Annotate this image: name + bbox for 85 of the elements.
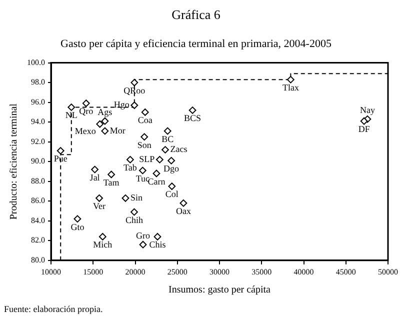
y-tick-label: 88.0 [31, 176, 45, 186]
annotation: Qro [79, 106, 94, 116]
y-axis-title: Producto: eficiencia terminal [8, 103, 20, 220]
annotation: SLP [139, 154, 155, 164]
annotation: Nay [360, 104, 376, 115]
point [180, 199, 188, 207]
y-tick-label: 100.0 [27, 58, 45, 67]
point [138, 166, 146, 174]
chart-title: Gráfica 6 [172, 7, 221, 22]
annotation: Ags [98, 106, 113, 117]
source-note: Fuente: elaboración propia. [4, 304, 103, 314]
annotation: Pue [54, 154, 68, 164]
point [168, 182, 176, 190]
point [360, 117, 368, 125]
point [168, 156, 176, 164]
y-tick-label: 86.0 [31, 196, 45, 206]
annotation: Tab [124, 162, 138, 172]
x-tick-label: 15000 [83, 267, 104, 276]
y-tick-label: 92.0 [31, 136, 45, 146]
point [164, 127, 172, 135]
point [130, 102, 138, 109]
point [130, 208, 138, 216]
annotation: BC [162, 134, 174, 144]
annotation: Tlax [282, 82, 300, 92]
point [162, 146, 169, 154]
annotation: Sin [130, 192, 143, 203]
x-axis-title: Insumos: gasto per cápita [168, 284, 272, 296]
point [140, 133, 148, 141]
annotation: Gto [70, 222, 85, 232]
annotation: BCS [184, 113, 202, 124]
x-tick-label: 40000 [294, 267, 314, 276]
x-tick-label: 20000 [125, 267, 146, 276]
annotation: Mor [110, 125, 126, 136]
point [96, 194, 103, 202]
point [68, 104, 76, 111]
annotation: Mexo [74, 126, 96, 136]
point [82, 100, 90, 108]
point [156, 156, 164, 164]
annotation: NL [65, 110, 78, 120]
annotation: Coa [138, 115, 152, 126]
y-tick-label: 96.0 [31, 97, 45, 106]
annotation: Son [137, 140, 152, 150]
y-tick-label: 94.0 [31, 117, 45, 126]
annotation: DF [358, 124, 370, 134]
point [139, 240, 147, 248]
annotation: Col [165, 189, 179, 200]
point [286, 76, 294, 84]
annotation: Chis [149, 240, 166, 250]
annotation: Zacs [170, 144, 188, 154]
point [122, 194, 130, 202]
annotation: Oax [176, 206, 192, 216]
point [126, 156, 134, 164]
point [130, 78, 138, 86]
x-tick-label: 45000 [336, 267, 356, 276]
point [141, 108, 149, 116]
annotation: Dgo [164, 163, 180, 174]
x-tick-label: 50000 [378, 267, 398, 276]
point [56, 147, 64, 154]
point [74, 215, 82, 223]
point [188, 106, 196, 114]
x-tick-label: 30000 [210, 267, 230, 276]
point [91, 166, 99, 174]
y-tick-label: 90.0 [31, 156, 45, 166]
annotation: Gro [136, 230, 150, 240]
point [96, 120, 104, 128]
y-tick-label: 84.0 [31, 216, 45, 225]
point [101, 117, 109, 125]
annotation: QRoo [124, 85, 146, 96]
point [101, 127, 109, 135]
y-tick-label: 80.0 [31, 255, 45, 264]
annotation: Tam [103, 177, 120, 188]
annotation: Mich [93, 240, 113, 250]
point [98, 232, 106, 240]
annotation: Ver [93, 201, 106, 212]
x-tick-label: 10000 [41, 267, 61, 276]
x-tick-label: 35000 [252, 267, 272, 276]
annotation: Chih [125, 214, 144, 225]
point [154, 232, 162, 240]
chart-subtitle: Gasto per cápita y eficiencia terminal en primaria, 2004-2005 [60, 38, 332, 50]
x-tick-label: 25000 [167, 267, 188, 276]
point [108, 170, 116, 178]
y-tick-label: 82.0 [31, 236, 45, 245]
y-tick-label: 98.0 [31, 78, 45, 87]
point [152, 170, 160, 178]
annotation: Jal [90, 172, 100, 182]
